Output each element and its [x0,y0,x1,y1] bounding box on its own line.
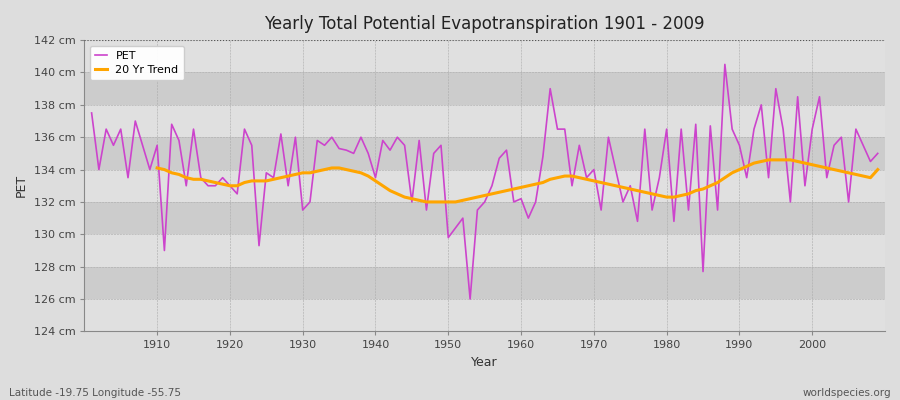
Legend: PET, 20 Yr Trend: PET, 20 Yr Trend [90,46,184,80]
20 Yr Trend [829,167,840,172]
PET [523,216,534,220]
PET [610,167,621,172]
Bar [85,137,885,170]
20 Yr Trend [421,200,432,204]
Bar [85,234,885,267]
Bar [85,170,885,202]
PET [872,151,883,156]
20 Yr Trend [763,158,774,162]
Bar [85,299,885,332]
Text: Latitude -19.75 Longitude -55.75: Latitude -19.75 Longitude -55.75 [9,388,181,398]
PET [348,151,359,156]
20 Yr Trend [152,166,163,170]
X-axis label: Year: Year [472,356,498,369]
Bar [85,267,885,299]
Bar [85,72,885,105]
20 Yr Trend [290,172,301,177]
Bar [85,40,885,72]
Line: 20 Yr Trend: 20 Yr Trend [158,160,878,202]
PET [144,167,155,172]
PET [86,110,97,115]
Y-axis label: PET: PET [15,174,28,197]
Bar [85,105,885,137]
Text: worldspecies.org: worldspecies.org [803,388,891,398]
PET [304,200,315,204]
Line: PET: PET [92,64,878,299]
20 Yr Trend [872,167,883,172]
20 Yr Trend [850,172,861,177]
PET [516,196,526,201]
20 Yr Trend [530,182,541,186]
PET [719,62,730,67]
20 Yr Trend [589,178,599,183]
Bar [85,202,885,234]
PET [464,297,475,302]
Title: Yearly Total Potential Evapotranspiration 1901 - 2009: Yearly Total Potential Evapotranspiratio… [265,15,705,33]
20 Yr Trend [320,167,330,172]
